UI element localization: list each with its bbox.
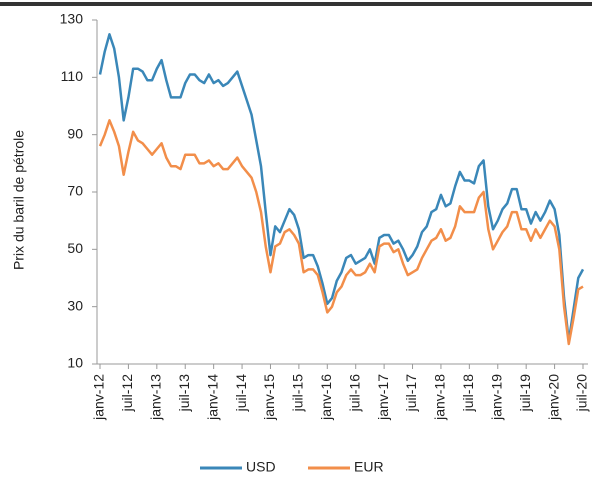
x-tick-label: juil-19 [517, 374, 533, 413]
x-tick-label: janv-18 [432, 374, 448, 421]
x-tick-label: janv-14 [204, 374, 220, 421]
y-tick-label: 110 [61, 68, 84, 84]
x-tick-label: janv-13 [148, 374, 164, 421]
series-line [98, 119, 584, 346]
x-tick-label: juil-15 [290, 374, 306, 413]
legend-label: EUR [354, 459, 384, 475]
y-tick-label: 10 [67, 355, 83, 371]
x-tick-label: juil-16 [346, 374, 362, 413]
y-tick-label: 50 [67, 240, 83, 256]
x-tick-label: juil-20 [574, 374, 590, 413]
legend-label: USD [246, 459, 276, 475]
x-tick-label: juil-12 [119, 374, 135, 413]
series-line [98, 33, 585, 343]
x-tick-label: juil-14 [233, 374, 249, 413]
x-tick-label: juil-13 [176, 374, 192, 413]
x-tick-label: janv-17 [375, 374, 391, 421]
y-tick-label: 90 [67, 125, 83, 141]
y-tick-label: 130 [60, 11, 84, 27]
y-tick-label: 30 [67, 297, 83, 313]
y-tick-label: 70 [67, 183, 83, 199]
x-tick-label: janv-16 [318, 374, 334, 421]
x-tick-label: janv-12 [91, 374, 107, 421]
x-tick-label: juil-18 [460, 374, 476, 413]
x-tick-label: janv-20 [545, 374, 561, 421]
x-tick-label: janv-15 [261, 374, 277, 421]
x-tick-label: janv-19 [488, 374, 504, 421]
x-tick-label: juil-17 [403, 374, 419, 413]
y-axis-label: Prix du baril de pétrole [11, 130, 27, 270]
